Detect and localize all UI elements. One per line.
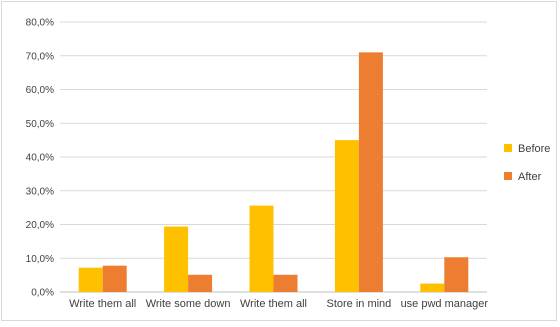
- y-tick-label: 0,0%: [31, 288, 54, 299]
- y-tick-label: 20,0%: [26, 220, 54, 231]
- y-tick-label: 40,0%: [26, 153, 54, 164]
- bars: [78, 52, 469, 292]
- legend-label-after: After: [518, 171, 542, 183]
- y-tick-label: 50,0%: [26, 119, 54, 130]
- y-tick-label: 60,0%: [26, 85, 54, 96]
- x-category-label: use pwd manager: [401, 298, 489, 310]
- bar-after-4: [444, 257, 469, 292]
- bar-before-1: [164, 226, 189, 292]
- legend-swatch-after: [504, 172, 512, 180]
- y-tick-label: 70,0%: [26, 51, 54, 62]
- y-tick-label: 10,0%: [26, 254, 54, 265]
- x-axis-categories: Write them all Write some down Write them …: [69, 298, 488, 310]
- bar-after-2: [273, 274, 298, 292]
- x-category-label: Store in mind: [326, 298, 391, 310]
- y-axis-ticks: 0,0% 10,0% 20,0% 30,0% 40,0% 50,0% 60,0% 70,0% 8…: [26, 18, 54, 299]
- bar-after-1: [188, 274, 213, 292]
- bar-before-0: [78, 267, 103, 292]
- legend-label-before: Before: [518, 143, 550, 155]
- bar-after-0: [102, 265, 127, 292]
- y-tick-label: 80,0%: [26, 18, 54, 29]
- chart-frame: 0,0% 10,0% 20,0% 30,0% 40,0% 50,0% 60,0% 70,0% 8…: [1, 1, 557, 321]
- bar-chart: 0,0% 10,0% 20,0% 30,0% 40,0% 50,0% 60,0% 70,0% 8…: [26, 18, 551, 311]
- bar-before-3: [334, 140, 359, 292]
- gridlines: [60, 21, 487, 293]
- y-tick-label: 30,0%: [26, 186, 54, 197]
- legend: Before After: [504, 143, 550, 183]
- legend-swatch-before: [504, 144, 512, 152]
- x-category-label: Write some down: [146, 298, 231, 310]
- x-category-label: Write them all: [240, 298, 307, 310]
- bar-after-3: [358, 52, 383, 292]
- x-category-label: Write them all: [69, 298, 136, 310]
- bar-before-2: [249, 205, 274, 292]
- bar-before-4: [420, 283, 445, 292]
